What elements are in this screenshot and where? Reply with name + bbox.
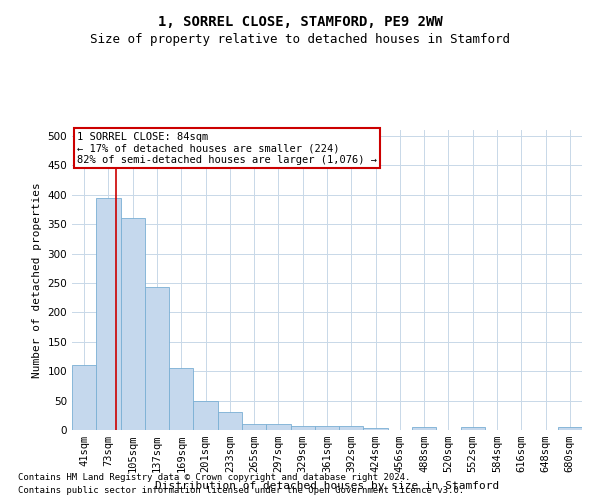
Bar	[72, 366, 96, 430]
Bar	[242, 424, 266, 430]
Text: Contains HM Land Registry data © Crown copyright and database right 2024.: Contains HM Land Registry data © Crown c…	[18, 472, 410, 482]
Bar	[218, 412, 242, 430]
Bar	[558, 427, 582, 430]
Text: 1 SORREL CLOSE: 84sqm
← 17% of detached houses are smaller (224)
82% of semi-det: 1 SORREL CLOSE: 84sqm ← 17% of detached …	[77, 132, 377, 164]
Bar	[266, 424, 290, 430]
Y-axis label: Number of detached properties: Number of detached properties	[32, 182, 42, 378]
Bar	[290, 426, 315, 430]
Bar	[412, 427, 436, 430]
Text: 1, SORREL CLOSE, STAMFORD, PE9 2WW: 1, SORREL CLOSE, STAMFORD, PE9 2WW	[158, 15, 442, 29]
Bar	[96, 198, 121, 430]
Bar	[193, 400, 218, 430]
Bar	[339, 426, 364, 430]
Text: Contains public sector information licensed under the Open Government Licence v3: Contains public sector information licen…	[18, 486, 464, 495]
X-axis label: Distribution of detached houses by size in Stamford: Distribution of detached houses by size …	[155, 480, 499, 490]
Bar	[169, 368, 193, 430]
Bar	[461, 427, 485, 430]
Bar	[364, 428, 388, 430]
Bar	[121, 218, 145, 430]
Bar	[145, 287, 169, 430]
Text: Size of property relative to detached houses in Stamford: Size of property relative to detached ho…	[90, 32, 510, 46]
Bar	[315, 426, 339, 430]
